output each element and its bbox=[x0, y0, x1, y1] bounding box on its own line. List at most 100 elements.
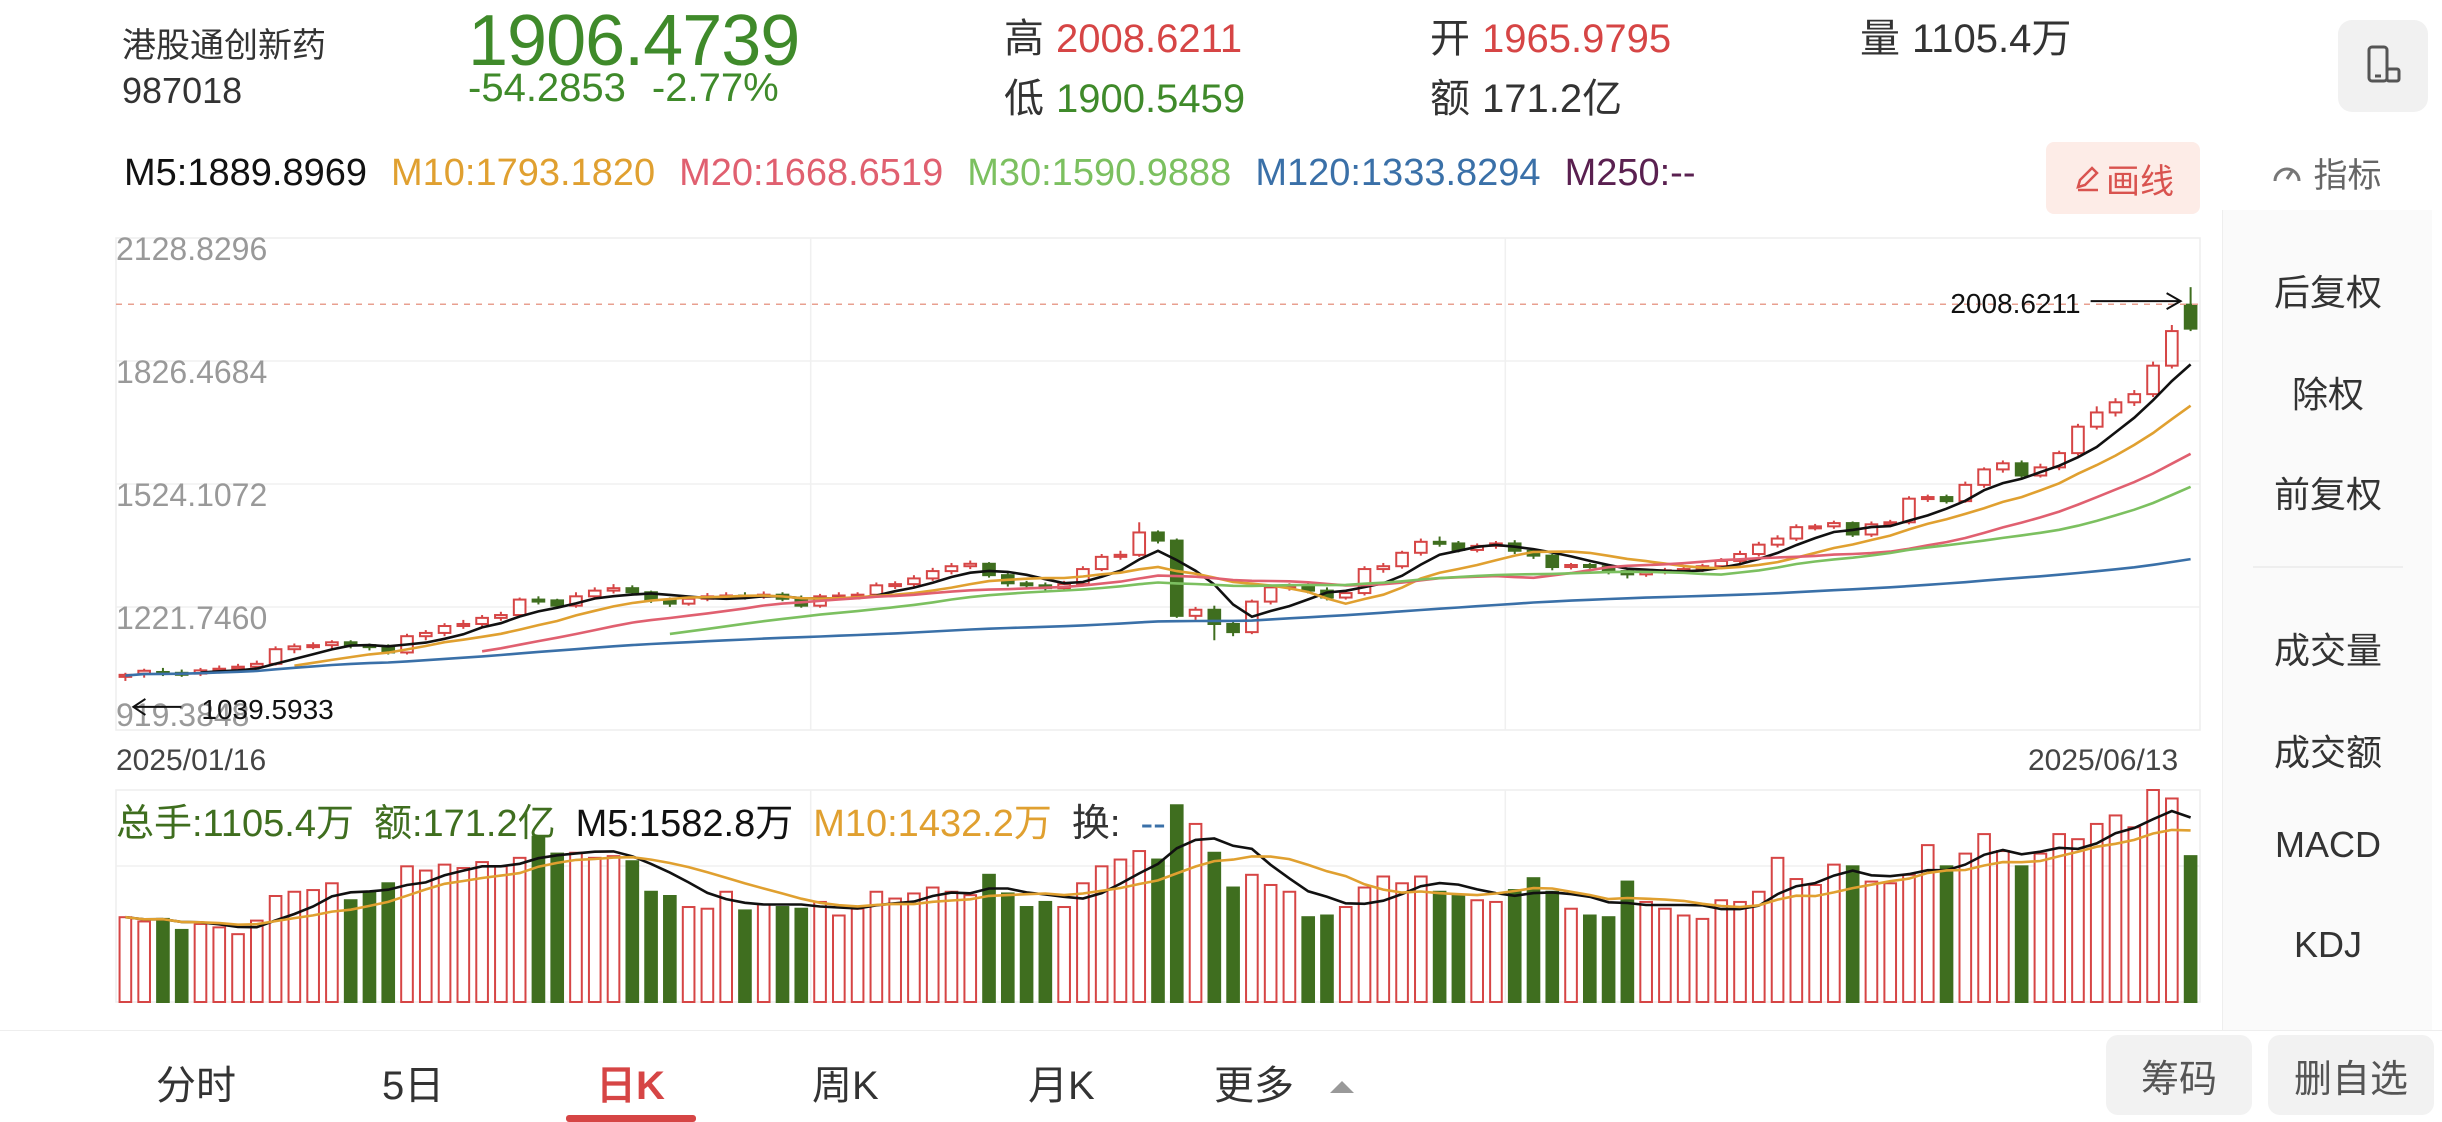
side-item-macd[interactable]: MACD bbox=[2275, 824, 2381, 865]
candle-body bbox=[1376, 565, 1391, 571]
volume-bar bbox=[343, 899, 358, 1003]
kline-chart[interactable]: 2128.82961826.46841524.10721221.7460919.… bbox=[0, 230, 2222, 1030]
volume-bar bbox=[1601, 916, 1616, 1004]
side-item-pre-adjust[interactable]: 前复权 bbox=[2273, 474, 2382, 515]
candle-body bbox=[1808, 525, 1822, 530]
ma120-line bbox=[125, 557, 2191, 677]
landscape-toggle-button[interactable] bbox=[2338, 20, 2428, 112]
candle-body bbox=[2052, 452, 2067, 469]
volume-bar bbox=[550, 852, 565, 1003]
volume-bar bbox=[418, 869, 433, 1003]
candle-body bbox=[1263, 586, 1278, 603]
volume-bar bbox=[1057, 906, 1071, 1003]
amount-label: 额 bbox=[1430, 77, 1470, 121]
volume-bar bbox=[1676, 914, 1691, 1004]
volume-bar bbox=[287, 890, 302, 1004]
tab-more-label: 更多 bbox=[1214, 1064, 1294, 1108]
volume-bar bbox=[1395, 882, 1409, 1004]
ma30-line bbox=[669, 485, 2192, 636]
candle-body bbox=[1564, 563, 1578, 569]
tab-intraday[interactable]: 分时 bbox=[156, 1064, 236, 1108]
remove-watchlist-button[interactable]: 删自选 bbox=[2268, 1035, 2434, 1115]
side-item-volume[interactable]: 成交量 bbox=[2273, 630, 2382, 671]
volume-bar bbox=[869, 890, 884, 1004]
phone-rotate-icon bbox=[2367, 45, 2401, 83]
max-price-annotation: 2008.6211 bbox=[1950, 288, 2080, 319]
volume-bar bbox=[813, 900, 827, 1003]
volume-bar bbox=[1545, 890, 1560, 1004]
vol-ma10-label: M10:1432.2万 bbox=[813, 803, 1052, 845]
candle-body bbox=[1338, 592, 1353, 599]
tab-more[interactable]: 更多 bbox=[1214, 1053, 1357, 1111]
volume-bar bbox=[700, 907, 715, 1003]
low-stat: 低 1900.5459 bbox=[1004, 66, 1245, 124]
volume-bar bbox=[1845, 865, 1860, 1003]
volume-bar bbox=[1808, 883, 1822, 1004]
tab-monthly-k[interactable]: 月K bbox=[1028, 1064, 1095, 1108]
candle-body bbox=[1226, 622, 1240, 634]
volume-bar bbox=[2052, 833, 2067, 1004]
side-item-ex-rights[interactable]: 除权 bbox=[2291, 374, 2364, 415]
gauge-icon bbox=[2273, 167, 2301, 182]
chips-button[interactable]: 筹码 bbox=[2106, 1035, 2252, 1115]
candle-body bbox=[1094, 555, 1109, 571]
candle-body bbox=[1582, 563, 1597, 568]
volume-bar bbox=[1864, 880, 1879, 1003]
side-item-turnover-amount[interactable]: 成交额 bbox=[2273, 732, 2382, 773]
volume-bar bbox=[963, 894, 978, 1003]
candle-body bbox=[587, 589, 602, 598]
min-arrow-head bbox=[131, 698, 146, 716]
volume-bar bbox=[1320, 914, 1334, 1004]
candle-body bbox=[1977, 468, 1991, 486]
open-label: 开 bbox=[1430, 17, 1470, 61]
volume-bar bbox=[1770, 856, 1785, 1004]
volume-bar bbox=[1000, 892, 1015, 1003]
volume-bar bbox=[1019, 906, 1034, 1003]
candle-body bbox=[1169, 539, 1184, 617]
tab-weekly-k[interactable]: 周K bbox=[812, 1064, 879, 1108]
side-item-post-adjust[interactable]: 后复权 bbox=[2273, 272, 2382, 313]
volume-bar bbox=[325, 882, 339, 1004]
volume-bar bbox=[212, 926, 227, 1003]
volume-bar bbox=[1038, 900, 1053, 1003]
side-item-kdj[interactable]: KDJ bbox=[2293, 924, 2362, 965]
chips-label: 筹码 bbox=[2140, 1058, 2217, 1101]
volume-bar bbox=[137, 920, 151, 1003]
ma10-label: M10:1793.1820 bbox=[390, 152, 656, 194]
volume-bar bbox=[1977, 833, 1991, 1004]
active-tab-indicator bbox=[566, 1115, 696, 1122]
open-value: 1965.9795 bbox=[1482, 17, 1672, 61]
volume-bar bbox=[1414, 875, 1428, 1003]
indicator-button[interactable]: 指标 bbox=[2270, 148, 2381, 197]
volume-bar bbox=[1357, 886, 1372, 1004]
volume-value: 1105.4万 bbox=[1912, 17, 2072, 61]
candle-body bbox=[1733, 553, 1747, 562]
candle-body bbox=[625, 587, 640, 594]
tab-5day[interactable]: 5日 bbox=[382, 1064, 445, 1108]
y-tick-label: 1221.7460 bbox=[116, 600, 267, 636]
volume-bar bbox=[437, 863, 452, 1004]
volume-bar bbox=[1695, 917, 1710, 1003]
candle-body bbox=[606, 587, 621, 592]
remove-watchlist-label: 删自选 bbox=[2293, 1058, 2408, 1101]
high-stat: 高 2008.6211 bbox=[1004, 6, 1242, 64]
volume-bar bbox=[1282, 890, 1297, 1004]
vol-total-label: 总手:1105.4万 bbox=[116, 803, 354, 845]
open-stat: 开 1965.9795 bbox=[1430, 6, 1671, 64]
ma120-label: M120:1333.8294 bbox=[1255, 152, 1541, 194]
low-label: 低 bbox=[1004, 77, 1044, 121]
volume-bar bbox=[381, 882, 396, 1004]
draw-line-button[interactable]: 画线 bbox=[2046, 142, 2200, 214]
volume-bar bbox=[1564, 907, 1578, 1003]
volume-bar bbox=[118, 916, 133, 1004]
ma250-label: M250:-- bbox=[1564, 152, 1696, 194]
volume-bar bbox=[1582, 914, 1597, 1004]
candle-body bbox=[944, 565, 959, 573]
high-label: 高 bbox=[1004, 17, 1044, 61]
volume-legend: 总手:1105.4万 额:171.2亿 M5:1582.8万 M10:1432.2万换… bbox=[116, 792, 1206, 847]
tab-daily-k[interactable]: 日K bbox=[596, 1064, 665, 1108]
volume-bar bbox=[2165, 797, 2179, 1003]
volume-bar bbox=[888, 897, 902, 1004]
candle-body bbox=[1151, 531, 1165, 542]
volume-bar bbox=[663, 895, 677, 1003]
